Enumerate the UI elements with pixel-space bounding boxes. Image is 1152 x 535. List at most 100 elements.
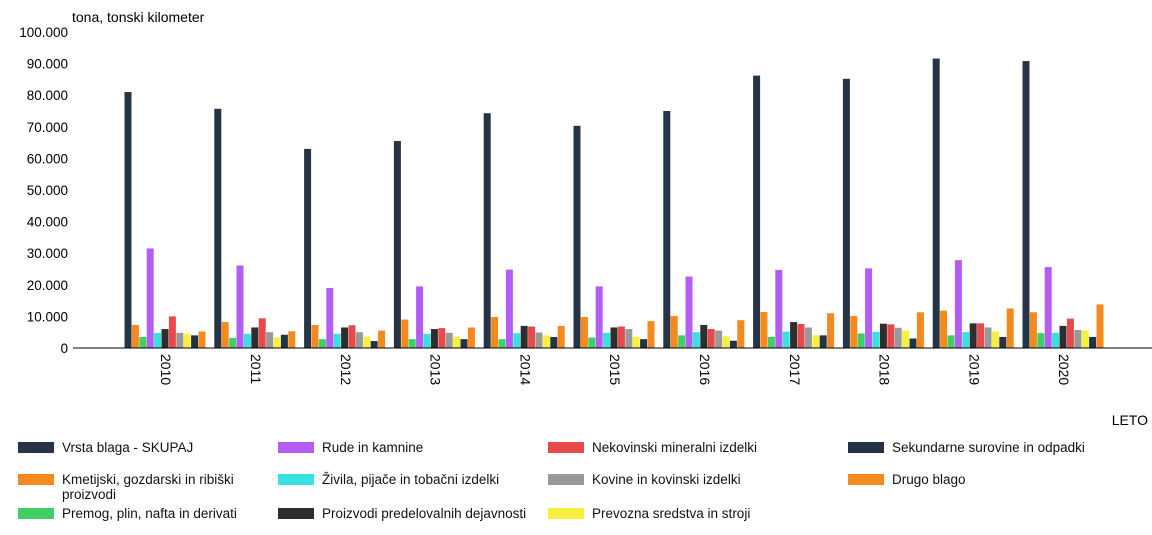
bar bbox=[879, 323, 887, 348]
bar bbox=[588, 337, 596, 348]
bar bbox=[1089, 336, 1097, 348]
bar bbox=[603, 332, 611, 348]
bar bbox=[273, 337, 281, 348]
bar bbox=[176, 332, 184, 348]
bar bbox=[491, 317, 499, 348]
bar bbox=[977, 323, 985, 348]
bar bbox=[161, 329, 169, 348]
bar bbox=[131, 324, 139, 348]
bar bbox=[700, 324, 708, 348]
y-tick-label: 40.000 bbox=[27, 215, 68, 230]
bar bbox=[580, 317, 588, 348]
legend-label: Sekundarne surovine in odpadki bbox=[892, 440, 1085, 455]
y-axis-ticks: 0 10.000 20.000 30.000 40.000 50.000 60.000 70.… bbox=[19, 25, 68, 356]
bar bbox=[632, 336, 640, 348]
x-tick-label: 2014 bbox=[517, 354, 533, 385]
bar bbox=[722, 336, 730, 348]
bar bbox=[932, 58, 940, 348]
x-tick-label: 2012 bbox=[338, 354, 354, 385]
x-tick-label: 2020 bbox=[1056, 354, 1072, 385]
bar bbox=[1074, 329, 1082, 348]
bar bbox=[520, 325, 528, 348]
legend-label: Proizvodi predelovalnih dejavnosti bbox=[322, 506, 527, 521]
y-tick-label: 90.000 bbox=[27, 57, 68, 72]
bar bbox=[258, 318, 266, 348]
bar bbox=[1029, 312, 1037, 348]
bar bbox=[326, 287, 334, 348]
bar bbox=[513, 333, 521, 348]
legend-item: Sekundarne surovine in odpadki bbox=[848, 440, 1138, 455]
y-axis-label: tona, tonski kilometer bbox=[72, 9, 205, 25]
legend-label: Kovine in kovinski izdelki bbox=[592, 472, 741, 487]
bar bbox=[498, 339, 506, 348]
y-tick-label: 30.000 bbox=[27, 246, 68, 261]
bar bbox=[221, 322, 229, 348]
bar bbox=[678, 335, 686, 348]
x-tick-label: 2019 bbox=[966, 354, 982, 385]
bar bbox=[528, 326, 536, 348]
bar bbox=[647, 321, 655, 348]
bar bbox=[318, 339, 326, 348]
bar bbox=[790, 322, 798, 348]
bar bbox=[640, 339, 648, 348]
bar bbox=[251, 327, 259, 348]
bar bbox=[865, 268, 873, 348]
legend-swatch bbox=[548, 508, 584, 519]
bar bbox=[483, 113, 491, 349]
bar bbox=[909, 338, 917, 348]
x-tick-label: 2017 bbox=[787, 354, 803, 385]
bar bbox=[617, 326, 625, 348]
bar bbox=[280, 334, 288, 348]
legend-swatch bbox=[848, 442, 884, 453]
bar bbox=[139, 336, 147, 348]
bar bbox=[954, 260, 962, 348]
x-tick-label: 2015 bbox=[607, 354, 623, 385]
legend-label: Drugo blago bbox=[892, 472, 966, 487]
bar bbox=[715, 330, 723, 348]
y-tick-label: 10.000 bbox=[27, 309, 68, 324]
legend-label: Kmetijski, gozdarski in ribiški proizvod… bbox=[62, 472, 234, 502]
legend-swatch bbox=[278, 442, 314, 453]
bar bbox=[445, 332, 453, 348]
bar bbox=[999, 336, 1007, 348]
x-axis-ticks: 2010 2011 2012 2013 2014 2015 2016 2017 2018 2019… bbox=[158, 354, 1072, 385]
y-tick-label: 60.000 bbox=[27, 151, 68, 166]
bar bbox=[505, 269, 513, 348]
bar bbox=[333, 333, 341, 348]
bar bbox=[198, 331, 206, 348]
bar bbox=[775, 269, 783, 348]
y-tick-label: 80.000 bbox=[27, 88, 68, 103]
legend-swatch bbox=[548, 442, 584, 453]
bar bbox=[304, 148, 312, 348]
bar bbox=[984, 327, 992, 348]
bar bbox=[416, 286, 424, 348]
bar bbox=[393, 141, 401, 348]
bar bbox=[229, 337, 237, 348]
bars bbox=[124, 58, 1104, 349]
bar bbox=[887, 324, 895, 348]
bar bbox=[191, 335, 199, 348]
bar bbox=[797, 323, 805, 348]
bar bbox=[1022, 61, 1030, 348]
bar bbox=[857, 333, 865, 348]
bar bbox=[753, 75, 761, 349]
bar bbox=[962, 332, 970, 348]
bar bbox=[430, 329, 438, 348]
x-tick-label: 2011 bbox=[248, 354, 264, 384]
bar bbox=[1066, 318, 1074, 348]
bar bbox=[850, 316, 858, 348]
y-tick-label: 70.000 bbox=[27, 120, 68, 135]
bar bbox=[370, 341, 378, 348]
legend-item: Nekovinski mineralni izdelki bbox=[548, 440, 810, 455]
bar bbox=[266, 332, 274, 348]
bar bbox=[969, 323, 977, 348]
bar bbox=[168, 316, 176, 348]
bar bbox=[542, 335, 550, 348]
legend-swatch bbox=[278, 508, 314, 519]
bar bbox=[685, 276, 693, 348]
x-axis-label: LETO bbox=[1112, 412, 1148, 428]
x-tick-label: 2010 bbox=[158, 354, 174, 385]
bar bbox=[692, 332, 700, 348]
bar bbox=[550, 336, 558, 348]
bar bbox=[146, 248, 154, 348]
